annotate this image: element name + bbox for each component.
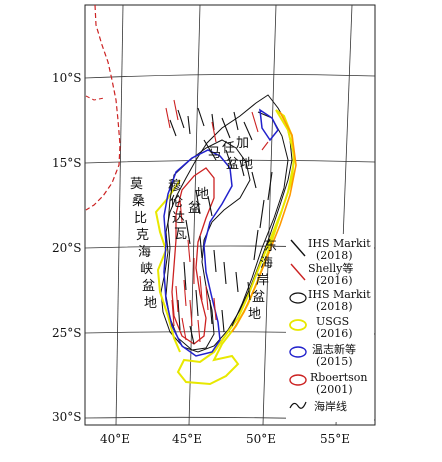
legend-sublabel: (2018) (316, 249, 353, 262)
mozambique-char: 比 (134, 211, 147, 226)
africa-coast-dashed-2 (85, 95, 105, 101)
mozambique-char: 盆 (142, 279, 155, 294)
majunga-char: 地 (240, 157, 253, 172)
legend-sublabel: (2018) (316, 300, 353, 313)
eastcoast-char: 东 (264, 239, 277, 254)
legend-item-rboertson: Rboertson (2001) (289, 371, 368, 396)
ihs-fault-lines (169, 107, 273, 345)
legend-sublabel: (2015) (316, 355, 353, 368)
morondava-char: 瓦 (174, 227, 187, 242)
wen-zhixin-outline (163, 108, 279, 357)
basin-label-east-coast: 东 海 岸 盆 地 (248, 239, 277, 322)
mozambique-char: 莫 (130, 177, 143, 192)
y-tick-25s: 25°S (52, 326, 82, 340)
majunga-char: 任 (222, 141, 235, 156)
graticule-line-15s (85, 159, 375, 164)
x-axis-labels: 40°E 45°E 50°E 55°E (100, 432, 350, 446)
morondava-char: 盆 (188, 201, 201, 216)
mozambique-char: 克 (136, 228, 149, 243)
basin-label-mozambique-channel: 莫 桑 比 克 海 峡 盆 地 (130, 177, 157, 311)
legend-label: 温志新等 (312, 342, 356, 356)
majunga-char: 加 (236, 136, 249, 151)
red-outline-ellipse-icon (289, 374, 307, 386)
majunga-char: 马 (208, 146, 221, 161)
graticule-line-10s (85, 74, 375, 79)
red-fault-line-icon (290, 263, 306, 281)
legend-item-shelly: Shelly等 (2016) (290, 261, 353, 287)
basin-label-morondava: 穆 伦 达 瓦 盆 地 (168, 179, 209, 242)
legend-item-ihs-markit-line: IHS Markit (2018) (290, 237, 371, 262)
black-outline-ellipse-icon (289, 292, 307, 304)
mozambique-char: 地 (144, 296, 157, 311)
madagascar-coastline (160, 94, 293, 353)
graticule-line-50e (262, 5, 277, 425)
morondava-char: 达 (172, 211, 185, 226)
legend-sublabel: (2016) (316, 274, 353, 287)
y-tick-20s: 20°S (52, 241, 82, 255)
legend-item-usgs: USGS (2016) (289, 315, 353, 340)
graticule-line-45e (188, 5, 201, 425)
basin-label-majunga: 马 任 加 盆 地 (208, 136, 253, 172)
rboertson-outline (171, 167, 215, 345)
y-tick-10s: 10°S (52, 71, 82, 85)
legend-label: USGS (316, 315, 349, 328)
y-axis-labels: 10°S 15°S 20°S 25°S 30°S (52, 71, 82, 424)
y-tick-30s: 30°S (52, 410, 82, 424)
blue-outline-ellipse-icon (289, 346, 307, 358)
mozambique-char: 峡 (140, 262, 153, 277)
orange-outline (231, 111, 297, 333)
usgs-outline (154, 109, 296, 386)
eastcoast-char: 盆 (252, 290, 265, 305)
morondava-char: 穆 (168, 179, 181, 194)
graticule-line-40e (115, 5, 124, 425)
mozambique-char: 海 (138, 245, 151, 260)
legend-label: IHS Markit (308, 237, 371, 250)
coastline-icon (289, 401, 307, 409)
eastcoast-char: 海 (260, 256, 273, 271)
eastcoast-char: 地 (248, 307, 261, 322)
x-tick-50e: 50°E (246, 432, 276, 446)
legend-label: IHS Markit (308, 288, 371, 301)
morondava-char: 伦 (170, 195, 183, 210)
legend-item-coastline: 海岸线 (289, 399, 347, 413)
legend-item-ihs-markit-outline: IHS Markit (2018) (289, 288, 371, 313)
legend-item-wen-zhixin: 温志新等 (2015) (289, 342, 356, 368)
legend-label: 海岸线 (314, 399, 347, 413)
majunga-char: 盆 (226, 157, 239, 172)
mozambique-char: 桑 (132, 194, 145, 209)
x-tick-55e: 55°E (320, 432, 350, 446)
legend-background (286, 234, 374, 422)
legend-sublabel: (2001) (316, 383, 353, 396)
x-tick-40e: 40°E (100, 432, 130, 446)
legend-label: Rboertson (310, 371, 368, 384)
legend-sublabel: (2016) (316, 327, 353, 340)
eastcoast-char: 岸 (256, 273, 269, 288)
yellow-outline-ellipse-icon (289, 319, 307, 331)
morondava-char: 地 (196, 187, 209, 202)
y-tick-15s: 15°S (52, 156, 82, 170)
legend-label: Shelly等 (308, 261, 353, 275)
shelly-fault-lines (165, 99, 269, 343)
legend: IHS Markit (2018) Shelly等 (2016) IHS Mar… (286, 234, 374, 422)
black-fault-line-icon (290, 239, 306, 257)
x-tick-45e: 45°E (172, 432, 202, 446)
africa-coast-dashed (85, 5, 121, 211)
